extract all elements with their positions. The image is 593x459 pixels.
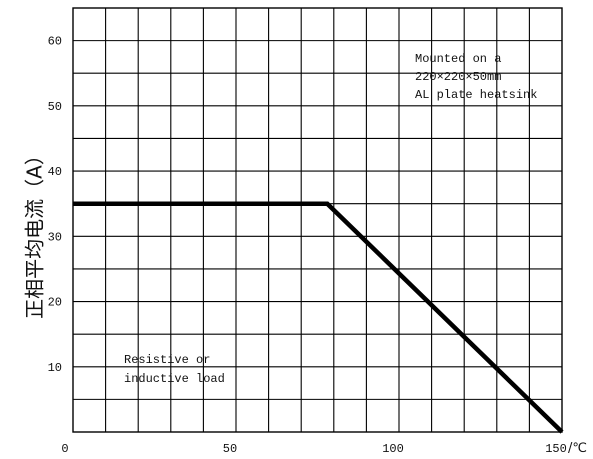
x-tick-labels: 0 50 100 150 bbox=[61, 442, 566, 456]
mounting-note-line-2: 220×220×50mm bbox=[415, 70, 501, 84]
x-tick-label: 150 bbox=[545, 442, 567, 456]
x-axis-unit: /℃ bbox=[568, 441, 587, 456]
y-tick-labels: 10 20 30 40 50 60 bbox=[48, 35, 62, 375]
x-tick-label: 50 bbox=[223, 442, 237, 456]
derating-curve-line bbox=[73, 201, 564, 434]
plot-border bbox=[72, 7, 563, 433]
chart-grid bbox=[73, 8, 562, 432]
x-tick-label: 0 bbox=[61, 442, 68, 456]
x-tick-label: 100 bbox=[382, 442, 404, 456]
y-tick-label: 30 bbox=[48, 230, 62, 244]
y-axis-title: 正相平均电流（A） bbox=[23, 145, 47, 319]
load-note-line-2: inductive load bbox=[124, 372, 225, 386]
y-tick-label: 50 bbox=[48, 100, 62, 114]
series-group bbox=[72, 201, 564, 434]
y-tick-label: 20 bbox=[48, 296, 62, 310]
mounting-note-line-3: AL plate heatsink bbox=[415, 88, 537, 102]
y-tick-label: 10 bbox=[48, 361, 62, 375]
y-tick-label: 40 bbox=[48, 165, 62, 179]
load-note: Resistive or inductive load bbox=[124, 353, 225, 386]
mounting-note-line-1: Mounted on a bbox=[415, 52, 501, 66]
load-note-line-1: Resistive or bbox=[124, 353, 210, 367]
mounting-note: Mounted on a 220×220×50mm AL plate heats… bbox=[415, 52, 537, 102]
y-tick-label: 60 bbox=[48, 35, 62, 49]
plot-frame bbox=[72, 7, 563, 433]
